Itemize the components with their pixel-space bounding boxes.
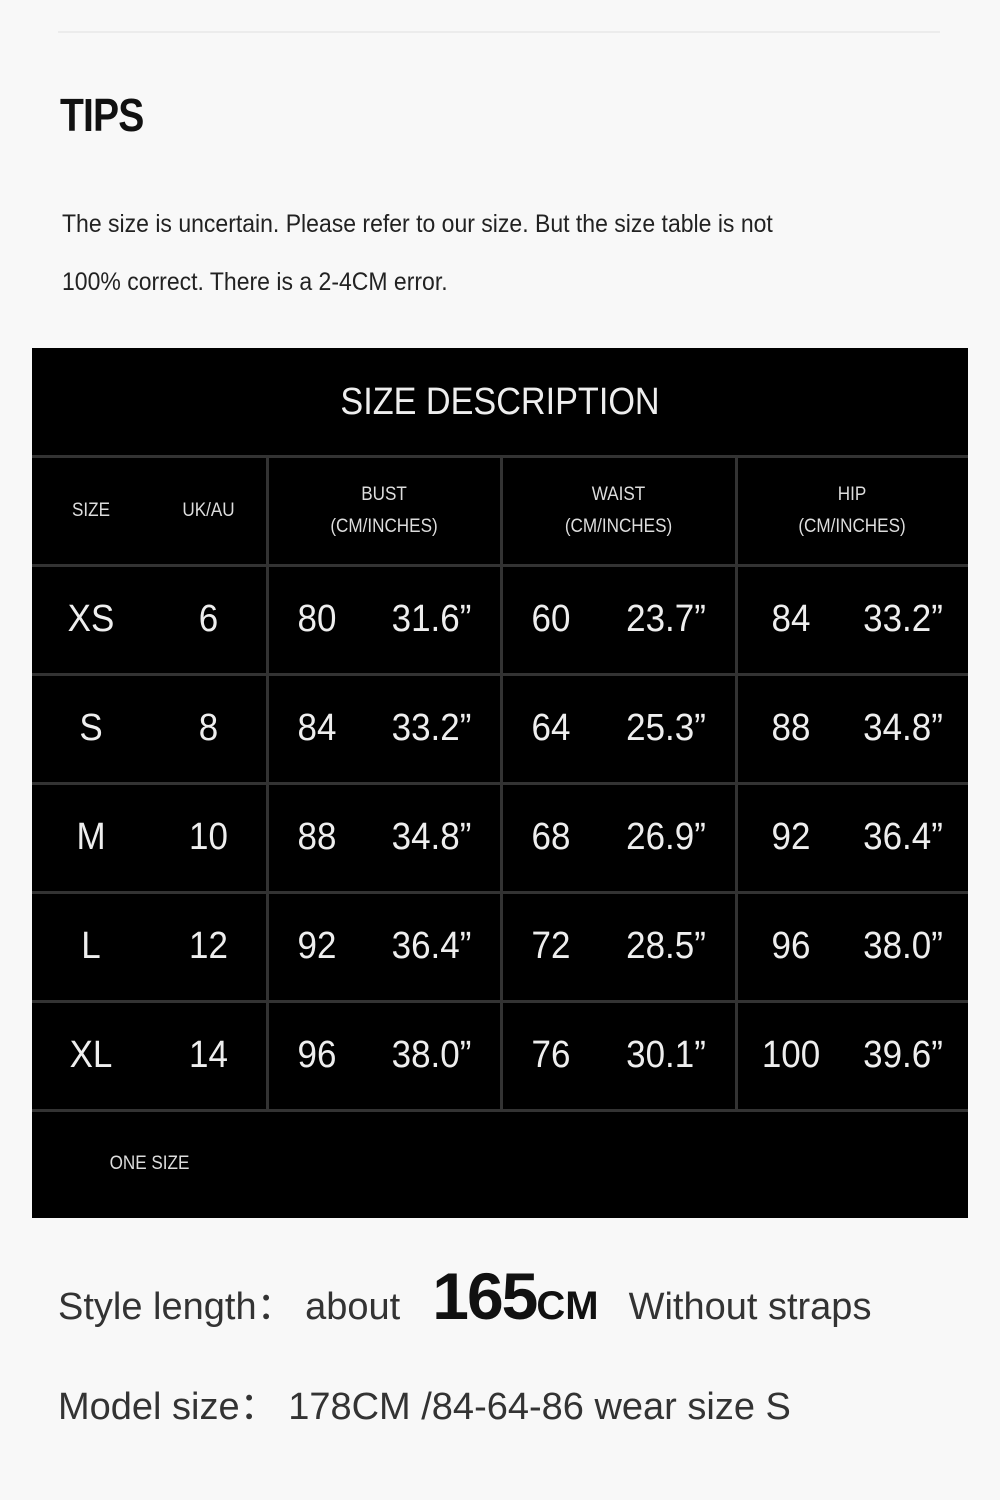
- cell-bust-in: 33.2”: [391, 707, 472, 749]
- header-waist-unit: (CM/INCHES): [564, 515, 673, 537]
- style-length-unit: CM: [536, 1284, 599, 1328]
- cell-bust-cm: 84: [297, 707, 337, 749]
- cell-bust-in: 34.8”: [391, 816, 472, 858]
- cell-uk-au: 8: [198, 707, 219, 749]
- cell-waist-cm: 60: [531, 598, 571, 640]
- cell-size: M: [76, 816, 106, 858]
- cell-hip-cm: 92: [771, 816, 811, 858]
- header-hip: HIP (CM/INCHES): [748, 456, 957, 565]
- grid-line: [32, 1109, 968, 1112]
- top-divider: [58, 31, 940, 33]
- cell-bust-cm: 80: [297, 598, 337, 640]
- header-waist: WAIST (CM/INCHES): [513, 456, 725, 565]
- cell-hip-in: 36.4”: [863, 816, 943, 858]
- tips-line-1: The size is uncertain. Please refer to o…: [62, 210, 773, 238]
- cell-bust-in: 36.4”: [391, 925, 472, 967]
- cell-waist-cm: 68: [531, 816, 571, 858]
- cell-waist-cm: 64: [531, 707, 571, 749]
- grid-line: [735, 456, 738, 1110]
- style-length: Style length： about 165 CM Without strap…: [58, 1258, 871, 1334]
- size-table-title: SIZE DESCRIPTION: [340, 380, 660, 423]
- model-size: Model size： 178CM /84-64-86 wear size S: [58, 1386, 791, 1428]
- tips-line-2: 100% correct. There is a 2-4CM error.: [62, 268, 448, 296]
- cell-hip-cm: 88: [771, 707, 811, 749]
- style-length-note: Without straps: [628, 1286, 872, 1328]
- header-uk-au: UK/AU: [182, 499, 235, 521]
- cell-hip-in: 39.6”: [863, 1034, 943, 1076]
- cell-waist-cm: 76: [531, 1034, 571, 1076]
- header-bust-label: BUST: [361, 483, 407, 505]
- grid-line: [266, 456, 269, 1110]
- cell-bust-cm: 92: [297, 925, 337, 967]
- cell-hip-in: 38.0”: [863, 925, 943, 967]
- cell-hip-cm: 100: [761, 1034, 821, 1076]
- cell-hip-cm: 84: [771, 598, 811, 640]
- cell-hip-cm: 96: [771, 925, 811, 967]
- cell-uk-au: 12: [189, 925, 228, 967]
- style-length-label: Style length： about: [58, 1286, 401, 1328]
- cell-waist-in: 30.1”: [626, 1034, 706, 1076]
- header-waist-label: WAIST: [591, 483, 646, 505]
- size-table: SIZE DESCRIPTION SIZE UK/AU BUST (CM/INC…: [32, 348, 968, 1218]
- cell-hip-in: 33.2”: [863, 598, 943, 640]
- cell-waist-cm: 72: [531, 925, 571, 967]
- header-size: SIZE: [71, 499, 110, 521]
- cell-bust-in: 31.6”: [391, 598, 472, 640]
- header-hip-unit: (CM/INCHES): [798, 515, 906, 537]
- header-hip-label: HIP: [837, 483, 867, 505]
- cell-uk-au: 14: [189, 1034, 228, 1076]
- cell-size: XS: [67, 598, 115, 640]
- style-length-value: 165: [432, 1259, 538, 1333]
- grid-line: [500, 456, 503, 1110]
- cell-uk-au: 6: [198, 598, 219, 640]
- one-size-label: ONE SIZE: [109, 1153, 190, 1174]
- header-bust: BUST (CM/INCHES): [279, 456, 490, 565]
- cell-size: L: [81, 925, 101, 967]
- cell-waist-in: 23.7”: [626, 598, 706, 640]
- cell-bust-in: 38.0”: [391, 1034, 472, 1076]
- cell-uk-au: 10: [189, 816, 228, 858]
- tips-text: The size is uncertain. Please refer to o…: [62, 195, 872, 311]
- cell-size: S: [79, 707, 103, 749]
- cell-bust-cm: 88: [297, 816, 337, 858]
- cell-bust-cm: 96: [297, 1034, 337, 1076]
- cell-waist-in: 26.9”: [626, 816, 706, 858]
- cell-waist-in: 25.3”: [626, 707, 706, 749]
- cell-size: XL: [69, 1034, 113, 1076]
- tips-heading: TIPS: [60, 89, 144, 141]
- header-bust-unit: (CM/INCHES): [330, 515, 438, 537]
- cell-hip-in: 34.8”: [863, 707, 943, 749]
- cell-waist-in: 28.5”: [626, 925, 706, 967]
